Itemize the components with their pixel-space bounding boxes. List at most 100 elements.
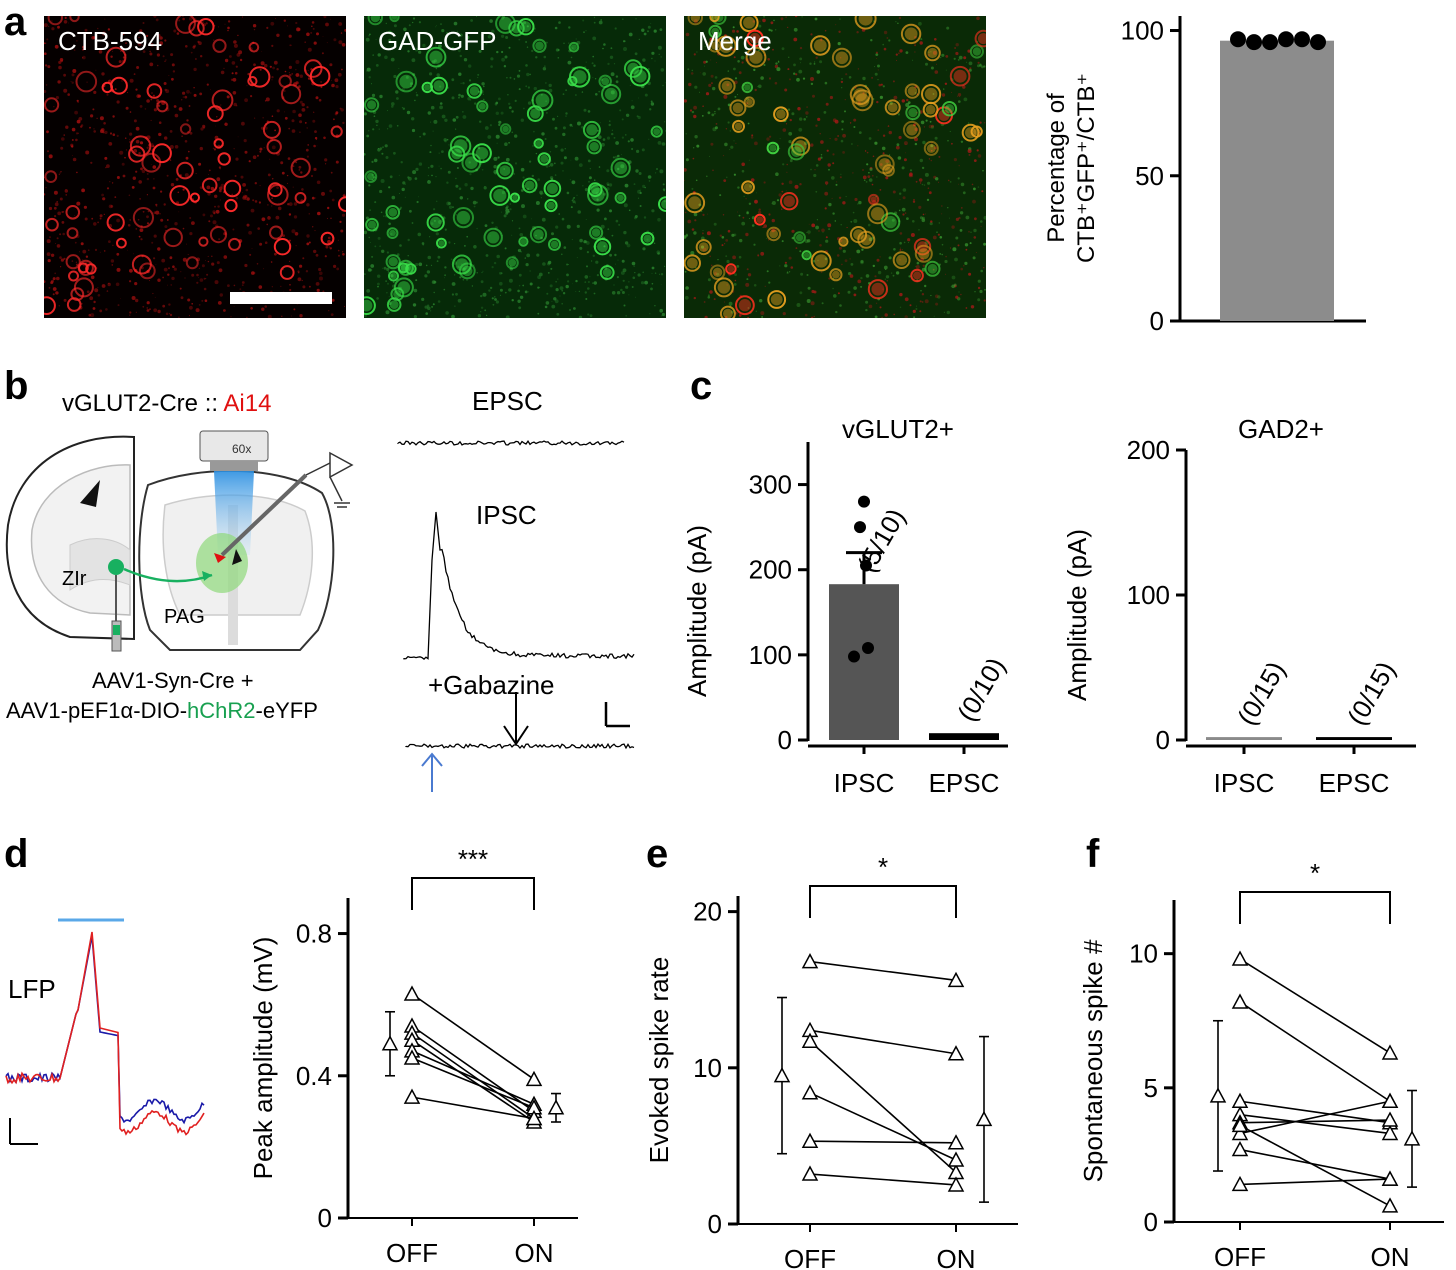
micrograph-speckle xyxy=(639,190,641,191)
micrograph-speckle xyxy=(659,273,661,275)
micrograph-speckle xyxy=(965,248,968,251)
micrograph-speckle xyxy=(464,245,466,247)
micrograph-speckle xyxy=(617,259,619,261)
micrograph-speckle xyxy=(825,236,828,239)
micrograph-speckle xyxy=(578,290,581,293)
micrograph-speckle xyxy=(556,312,560,316)
micrograph-speckle xyxy=(636,115,639,118)
micrograph-speckle xyxy=(748,218,750,219)
micrograph-speckle xyxy=(195,173,197,174)
count-label: (0/15) xyxy=(1341,656,1401,730)
micrograph-speckle xyxy=(690,251,695,255)
micrograph-cell-body xyxy=(927,47,938,59)
micrograph-cell xyxy=(330,125,343,138)
micrograph-cell xyxy=(599,265,615,280)
data-point-on xyxy=(947,1176,965,1192)
micrograph-speckle xyxy=(983,267,985,269)
micrograph-speckle xyxy=(820,156,823,159)
micrograph-speckle xyxy=(156,53,160,57)
micrograph-speckle xyxy=(768,281,771,284)
micrograph-speckle xyxy=(593,64,596,67)
micrograph-cell xyxy=(45,217,59,232)
micrograph-speckle xyxy=(181,135,183,137)
micrograph-speckle xyxy=(384,55,388,60)
micrograph-speckle xyxy=(648,138,650,140)
micrograph-speckle xyxy=(588,176,592,180)
micrograph-speckle xyxy=(893,248,896,251)
micrograph-speckle xyxy=(56,244,61,248)
micrograph-speckle xyxy=(844,110,846,113)
micrograph-speckle xyxy=(271,286,273,288)
micrograph-cell-body xyxy=(853,229,864,240)
micrograph-cell xyxy=(544,198,558,213)
micrograph-cell xyxy=(713,277,734,298)
micrograph-speckle xyxy=(813,173,817,178)
micrograph-speckle xyxy=(430,222,434,226)
micrograph-speckle xyxy=(955,51,959,56)
micrograph-speckle xyxy=(93,128,95,130)
micrograph-speckle xyxy=(436,25,437,26)
micrograph-speckle xyxy=(600,78,604,81)
micrograph-speckle xyxy=(459,276,462,279)
micrograph-cell-body xyxy=(743,183,753,192)
micrograph-speckle xyxy=(169,256,173,260)
micrograph-speckle xyxy=(650,22,652,24)
micrograph-speckle xyxy=(391,195,396,200)
micrograph-speckle xyxy=(400,45,402,47)
micrograph-speckle xyxy=(543,55,547,59)
micrograph-cell-body xyxy=(438,240,445,247)
data-point-off xyxy=(403,1088,421,1104)
micrograph-cell xyxy=(217,152,231,166)
micrograph-speckle xyxy=(585,79,587,81)
micrograph-speckle xyxy=(299,120,303,124)
micrograph-speckle xyxy=(85,255,89,258)
micrograph-speckle xyxy=(139,141,144,145)
micrograph-speckle xyxy=(919,310,922,313)
micrograph-speckle xyxy=(842,201,846,205)
micrograph-cell-body xyxy=(814,254,828,268)
micrograph-speckle xyxy=(387,282,389,285)
micrograph-speckle xyxy=(220,183,225,188)
micrograph-speckle xyxy=(561,302,563,305)
micrograph-speckle xyxy=(448,205,453,209)
micrograph-speckle xyxy=(568,308,572,312)
traces-b xyxy=(397,440,635,792)
micrograph-speckle xyxy=(714,112,716,115)
micrograph-cell xyxy=(743,96,755,108)
micrograph-speckle xyxy=(526,46,529,48)
micrograph-cell-body xyxy=(590,185,600,195)
micrograph-speckle xyxy=(101,284,106,288)
micrograph-cell xyxy=(131,254,152,275)
micrograph-speckle xyxy=(922,213,925,216)
micrograph-ctb-label: CTB-594 xyxy=(58,26,163,56)
micrograph-speckle xyxy=(129,132,133,136)
micrograph-speckle xyxy=(508,102,511,106)
micrograph-speckle xyxy=(443,138,447,142)
micrograph-cell xyxy=(745,46,767,68)
micrograph-speckle xyxy=(319,271,323,276)
micrograph-speckle xyxy=(920,289,922,292)
micrograph-speckle xyxy=(915,308,918,310)
micrograph-speckle xyxy=(965,215,970,220)
micrograph-speckle xyxy=(730,145,734,149)
micrograph-speckle xyxy=(566,224,571,229)
micrograph-speckle xyxy=(286,25,288,27)
micrograph-speckle xyxy=(787,26,789,28)
micrograph-speckle xyxy=(402,181,406,185)
micrograph-cell xyxy=(910,268,924,283)
micrograph-speckle xyxy=(799,57,803,61)
micrograph-speckle xyxy=(504,142,508,146)
micrograph-speckle xyxy=(544,138,547,140)
micrograph-speckle xyxy=(812,259,816,263)
micrograph-speckle xyxy=(593,281,597,285)
micrograph-speckle xyxy=(73,215,75,216)
micrograph-speckle xyxy=(874,72,878,76)
micrograph-speckle xyxy=(817,157,821,161)
micrograph-speckle xyxy=(554,126,558,130)
micrograph-speckle xyxy=(369,209,371,212)
micrograph-speckle xyxy=(765,46,769,50)
micrograph-speckle xyxy=(333,264,337,268)
micrograph-speckle xyxy=(565,112,568,115)
micrograph-speckle xyxy=(768,28,771,32)
micrograph-speckle xyxy=(606,182,610,186)
